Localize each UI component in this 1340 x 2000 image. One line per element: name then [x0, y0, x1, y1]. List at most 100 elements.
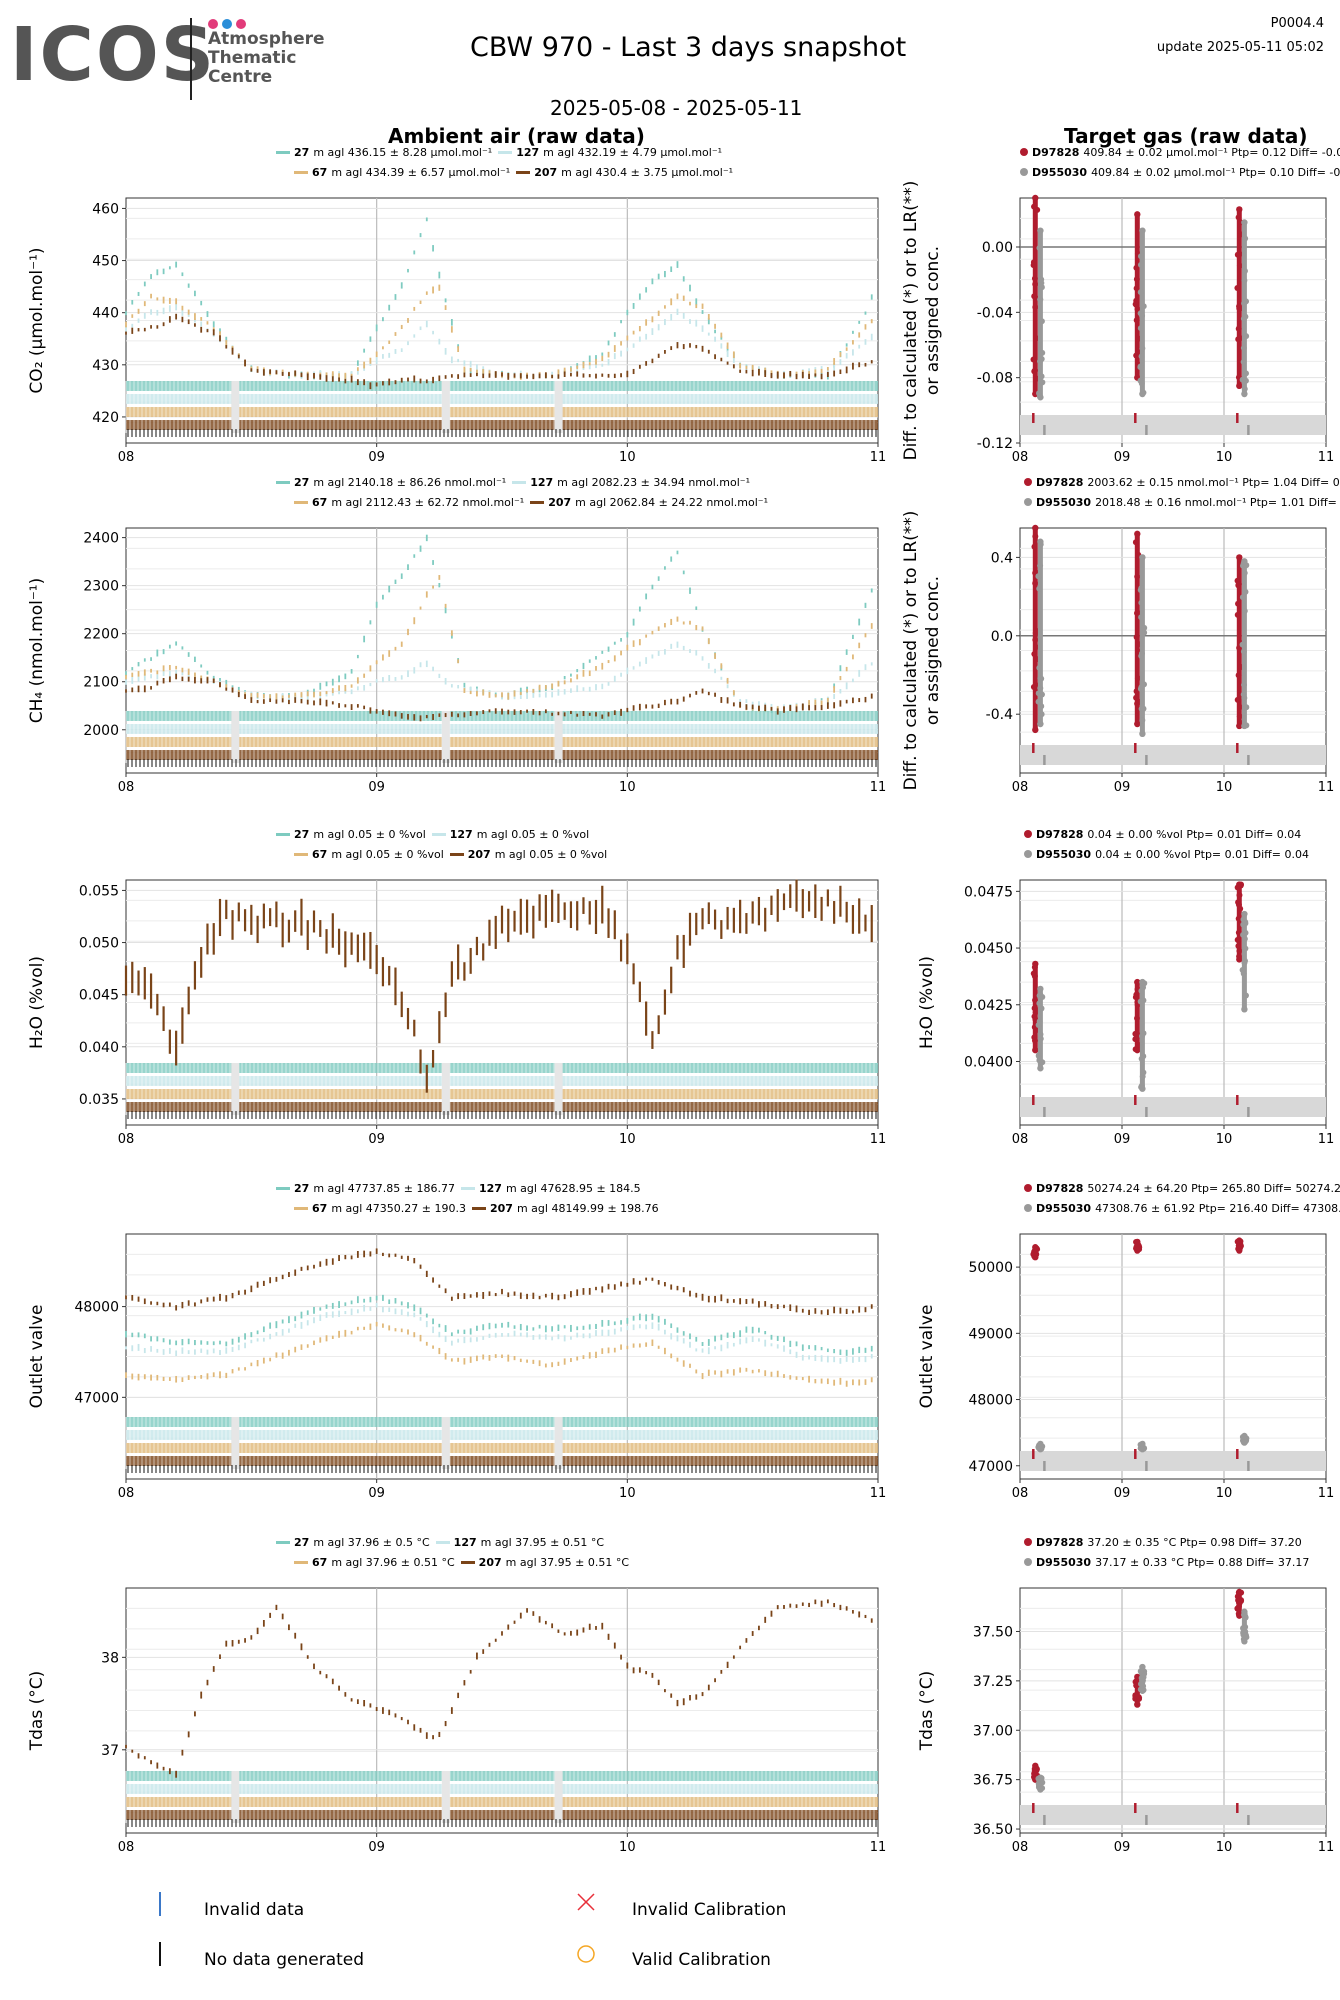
target-point — [1242, 370, 1249, 377]
target-point — [1236, 303, 1243, 310]
target-point — [1241, 385, 1248, 392]
target-point — [1035, 698, 1042, 705]
target-point — [1037, 1774, 1044, 1781]
y-tick-label: 0.0450 — [964, 941, 1013, 957]
target-legend: D97828 37.20 ± 0.35 °C Ptp= 0.98 Diff= 37… — [1024, 1532, 1309, 1572]
target-point — [1133, 352, 1140, 359]
x-tick-label: 08 — [118, 450, 135, 465]
plot-area — [1019, 527, 1327, 774]
target-point — [1236, 554, 1243, 561]
target-point — [1139, 978, 1146, 986]
report-code: P0004.4 — [1270, 16, 1324, 31]
right-y-axis-label: H₂O (%vol) — [917, 956, 937, 1049]
target-point — [1031, 203, 1038, 210]
target-point — [1132, 1036, 1139, 1043]
outlet-ambient-chart: 08 09 10 11 47000 48000 — [74, 1233, 887, 1501]
svg-text:Diff. to calculated (*) or to: Diff. to calculated (*) or to LR(**) — [901, 181, 921, 461]
x-tick-label: 11 — [1318, 450, 1335, 465]
target-point — [1137, 253, 1144, 260]
target-point — [1139, 312, 1146, 319]
series-207m-agl — [124, 879, 873, 1093]
target-point — [1134, 1238, 1141, 1246]
y-tick-label: 460 — [92, 201, 119, 217]
legend-no-data: No data generated — [204, 1950, 365, 1970]
series-207m-agl — [125, 1248, 873, 1316]
series-67m-agl — [125, 575, 873, 713]
x-tick-label: 09 — [368, 450, 385, 465]
x-tick-label: 08 — [118, 1132, 135, 1147]
left-y-axis-label: H₂O (%vol) — [27, 956, 47, 1049]
invalid-calibration-symbol — [577, 1893, 595, 1911]
legend-item-27m: 27 m agl 47737.85 ± 186.77 — [276, 1182, 455, 1195]
target-point — [1134, 1247, 1141, 1254]
target-point — [1037, 1446, 1044, 1453]
legend-invalid-data: Invalid data — [204, 1900, 305, 1920]
series-207m-agl — [125, 1599, 873, 1778]
target-point — [1032, 960, 1039, 968]
target-point — [1140, 705, 1147, 712]
target-point — [1134, 1701, 1141, 1708]
target-point — [1141, 629, 1148, 636]
target-point — [1239, 376, 1246, 383]
status-bars — [125, 711, 878, 767]
target-point — [1139, 1085, 1146, 1092]
target-point — [1037, 1031, 1044, 1038]
target-point — [1134, 530, 1141, 538]
right-y-axis-label: Diff. to calculated (*) or to LR(**) or a… — [901, 511, 943, 791]
legend-item-207m: 207 m agl 48149.99 ± 198.76 — [472, 1202, 659, 1215]
y-tick-label: 0.0475 — [964, 884, 1013, 900]
target-point — [1234, 285, 1241, 292]
target-point — [1139, 390, 1146, 398]
x-tick-label: 11 — [870, 1840, 887, 1855]
svg-text:Outlet valve: Outlet valve — [917, 1305, 937, 1409]
svg-text:or assigned conc.: or assigned conc. — [923, 576, 943, 725]
target-point — [1241, 300, 1248, 307]
svg-text:CO₂ (µmol.mol⁻¹): CO₂ (µmol.mol⁻¹) — [27, 247, 47, 393]
series-D955030 — [1035, 1608, 1250, 1825]
target-point — [1031, 1034, 1038, 1041]
target-point — [1039, 379, 1046, 386]
target-point — [1241, 1006, 1248, 1013]
target-point — [1037, 296, 1044, 303]
legend-valid-calibration: Valid Calibration — [632, 1950, 771, 1970]
target-point — [1138, 1055, 1145, 1062]
right-y-axis-label: Tdas (°C) — [917, 1671, 937, 1752]
target-point — [1038, 691, 1045, 698]
target-point — [1241, 1432, 1248, 1440]
series-D955030 — [1036, 219, 1250, 435]
target-point — [1241, 722, 1248, 730]
legend-item-127m: 127 m agl 2082.23 ± 34.94 nmol.mol⁻¹ — [512, 476, 750, 489]
right-y-axis-label: Diff. to calculated (*) or to LR(**) or a… — [901, 181, 943, 461]
svg-text:or assigned conc.: or assigned conc. — [923, 246, 943, 395]
legend-item-207m: 207 m agl 0.05 ± 0 %vol — [449, 848, 607, 861]
target-point — [1037, 1065, 1044, 1072]
legend-item-67m: 67 m agl 434.39 ± 6.57 µmol.mol⁻¹ — [294, 166, 510, 179]
status-bars — [125, 381, 878, 437]
x-tick-label: 09 — [1114, 780, 1131, 795]
plot-area — [1019, 197, 1327, 444]
target-point — [1241, 268, 1248, 275]
target-point — [1032, 580, 1039, 587]
target-point — [1236, 956, 1243, 963]
y-tick-label: 37.25 — [973, 1674, 1013, 1690]
svg-text:CH₄ (nmol.mol⁻¹): CH₄ (nmol.mol⁻¹) — [27, 578, 47, 723]
target-point — [1134, 978, 1141, 986]
y-tick-label: 2300 — [83, 579, 119, 595]
tdas-target-chart: 08 09 10 11 36.50 36.75 37.00 37.25 37.50 — [973, 1587, 1334, 1855]
y-tick-label: 0.055 — [79, 883, 119, 899]
target-point — [1133, 694, 1140, 701]
y-tick-label: 2000 — [83, 723, 119, 739]
target-point — [1137, 261, 1144, 268]
legend-item-127m: 127 m agl 47628.95 ± 184.5 — [461, 1182, 641, 1195]
x-tick-label: 11 — [870, 1486, 887, 1501]
target-point — [1241, 910, 1248, 918]
target-point — [1235, 899, 1242, 906]
target-point — [1132, 994, 1139, 1001]
target-point — [1236, 1247, 1243, 1254]
legend-item-D955030: D955030 0.04 ± 0.00 %vol Ptp= 0.01 Diff= … — [1024, 848, 1309, 861]
target-point — [1037, 538, 1044, 545]
target-point — [1236, 250, 1243, 257]
target-point — [1037, 720, 1044, 728]
target-point — [1032, 367, 1039, 374]
plot-area — [1019, 879, 1327, 1126]
